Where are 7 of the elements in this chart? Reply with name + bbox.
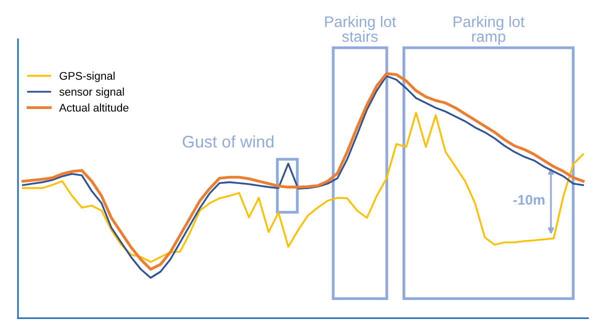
text: Parking lot ramp [454, 16, 525, 45]
annotation: Gust of wind [182, 135, 274, 148]
legend-label: GPS-signal [60, 72, 115, 82]
legend-label: sensor signal [59, 88, 124, 98]
legend-label: Actual altitude [59, 103, 128, 112]
annotation: -10m [513, 194, 544, 205]
text: Parking lot stairs [325, 16, 396, 42]
